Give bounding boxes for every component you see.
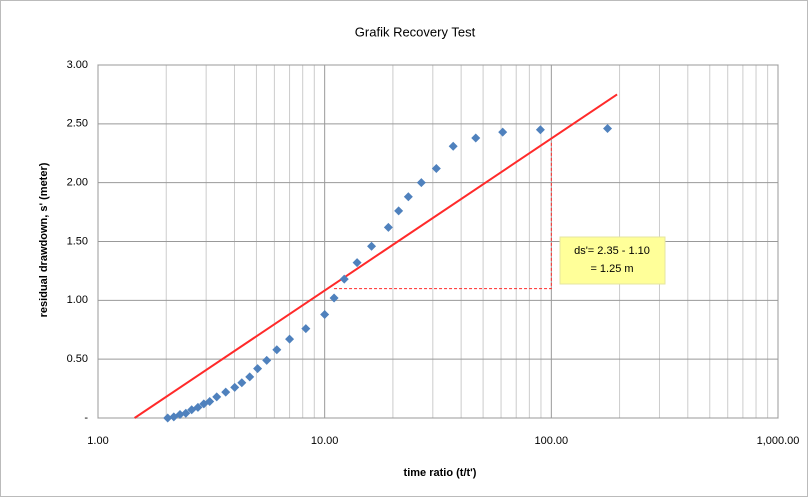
y-tick-label: 2.00 <box>67 177 88 189</box>
point <box>471 133 481 143</box>
annotation-text: ds'= 2.35 - 1.10 <box>574 245 650 257</box>
point <box>352 258 362 268</box>
point <box>329 293 339 303</box>
fit-line <box>134 93 618 419</box>
x-tick-label: 1.00 <box>87 435 108 447</box>
point <box>272 345 282 355</box>
point <box>301 324 311 334</box>
y-tick-label: 1.50 <box>67 235 88 247</box>
point <box>205 397 215 407</box>
annotation-text: = 1.25 m <box>590 263 633 275</box>
y-tick-label: 2.50 <box>67 118 88 130</box>
point <box>367 241 377 251</box>
point <box>181 408 191 418</box>
point <box>253 364 263 374</box>
annotation-box <box>559 236 666 285</box>
x-tick-label: 10.00 <box>311 435 339 447</box>
point <box>193 402 203 412</box>
chart-title: Grafik Recovery Test <box>355 24 476 39</box>
point <box>212 392 222 402</box>
y-tick-label: 3.00 <box>67 59 88 71</box>
point <box>230 382 240 392</box>
point <box>403 192 413 202</box>
y-tick-label: - <box>84 412 88 424</box>
point <box>535 125 545 135</box>
y-tick-label: 1.00 <box>67 294 88 306</box>
point <box>237 378 247 388</box>
point <box>431 164 441 174</box>
point <box>416 178 426 188</box>
point <box>603 124 613 134</box>
guide-line <box>334 141 552 290</box>
point <box>175 409 185 419</box>
x-tick-label: 100.00 <box>535 435 569 447</box>
y-tick-label: 0.50 <box>67 353 88 365</box>
x-axis-label: time ratio (t/t') <box>404 467 477 479</box>
point <box>245 372 255 382</box>
x-tick-label: 1,000.00 <box>757 435 800 447</box>
point <box>163 413 173 423</box>
point <box>394 206 404 216</box>
point <box>262 355 272 365</box>
point <box>285 334 295 344</box>
point <box>383 222 393 232</box>
point <box>320 309 330 319</box>
point <box>339 274 349 284</box>
point <box>498 127 508 137</box>
y-axis-label: residual drawdown, s' (meter) <box>38 162 50 317</box>
point <box>221 387 231 397</box>
point <box>448 141 458 151</box>
